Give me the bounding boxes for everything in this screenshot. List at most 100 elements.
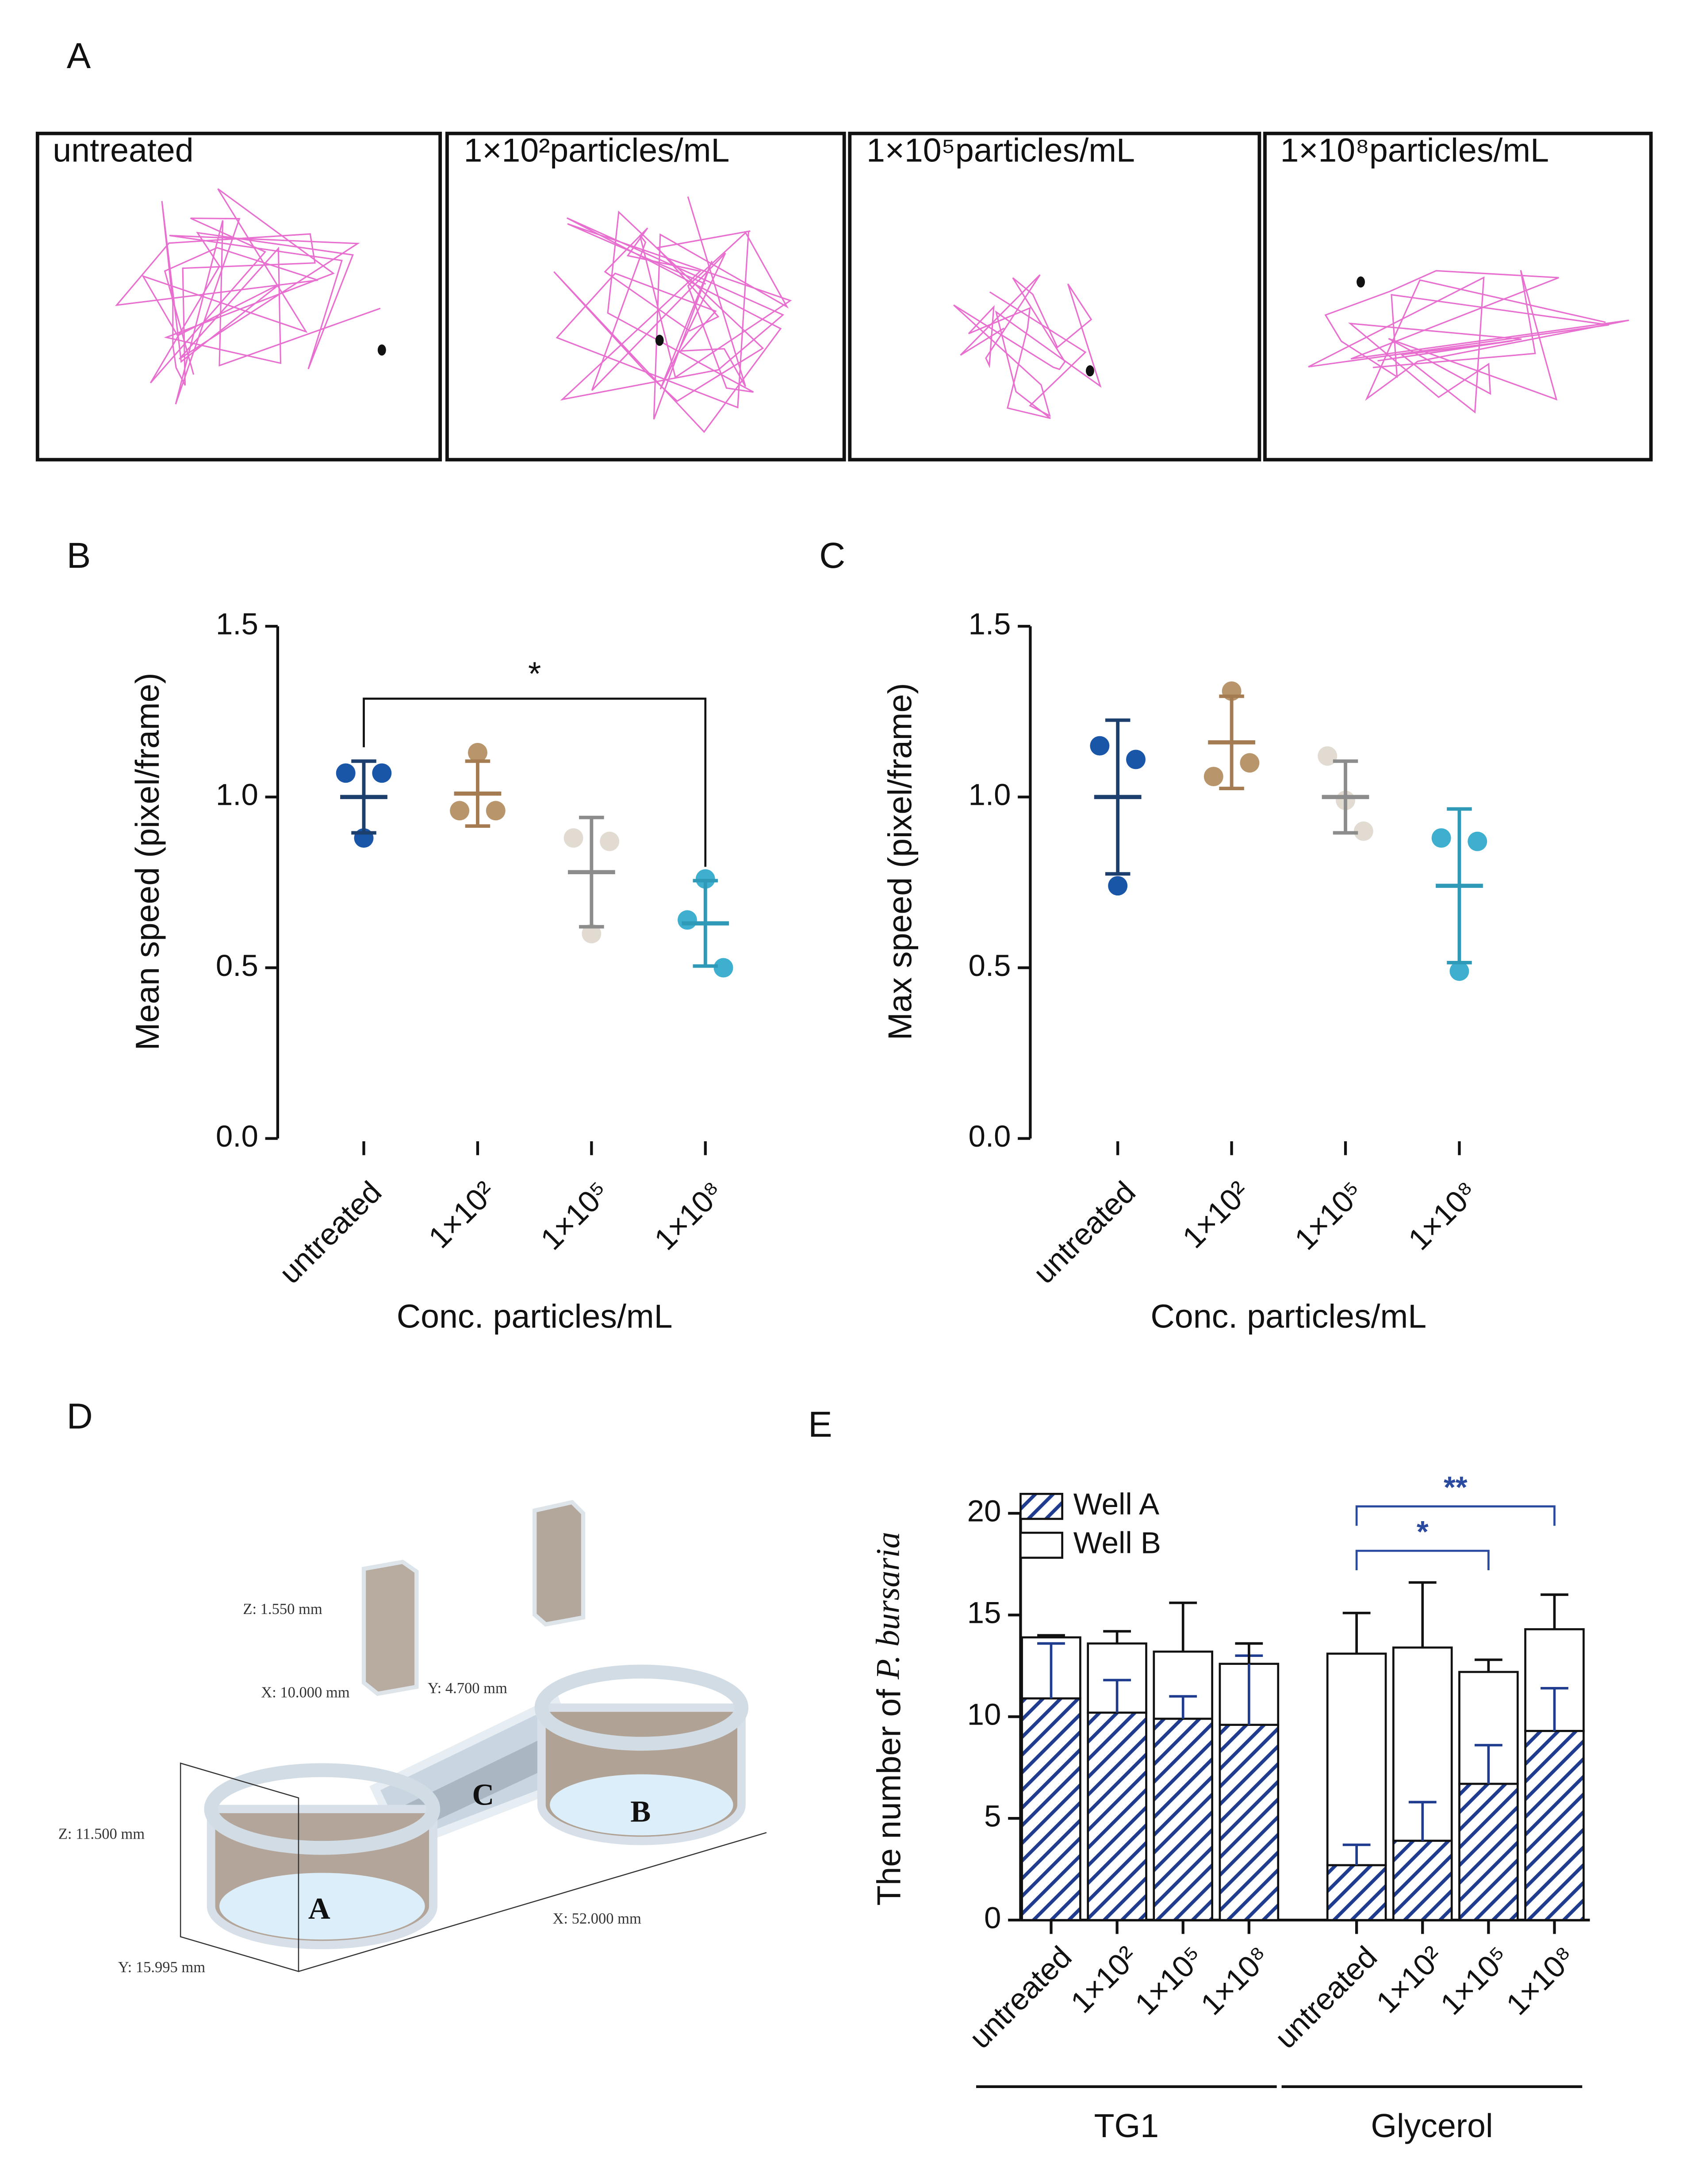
- y-tick-label: 0.5: [968, 948, 1011, 983]
- data-point: [1203, 767, 1223, 787]
- significance-bracket: [363, 697, 707, 867]
- dimension-label: Z: 11.500 mm: [58, 1826, 145, 1843]
- channel-inner: [405, 1735, 559, 1830]
- data-point: [1090, 736, 1110, 756]
- bar-segment: [1392, 1840, 1453, 1921]
- data-point: [372, 763, 392, 783]
- well-label: B: [630, 1794, 651, 1828]
- bar-segment: [1153, 1717, 1214, 1921]
- well-floor: [550, 1774, 733, 1836]
- legend-swatch: [1019, 1492, 1063, 1520]
- x-tick-label: 1×10²: [1369, 1939, 1449, 2020]
- bar-segment: [1326, 1652, 1387, 1867]
- panel-label: C: [819, 535, 845, 576]
- group-label: TG1: [1094, 2107, 1159, 2144]
- x-tick-label: 1×10⁸: [1402, 1174, 1484, 1257]
- well-rim: [534, 1664, 749, 1751]
- data-point: [600, 831, 620, 851]
- data-point: [486, 801, 506, 821]
- data-point: [1353, 821, 1373, 841]
- x-tick-label: untreated: [1027, 1174, 1142, 1290]
- track: [115, 188, 381, 405]
- pillar: [361, 1560, 419, 1696]
- y-axis-label-species: P. bursaria: [870, 1532, 907, 1680]
- dimension-label: X: 52.000 mm: [552, 1910, 641, 1927]
- y-tick-label: 1.0: [968, 777, 1011, 812]
- dimension-label: Y: 15.995 mm: [118, 1959, 205, 1976]
- data-point: [563, 828, 583, 848]
- data-point: [1108, 876, 1128, 896]
- track-box: [848, 131, 1261, 462]
- track: [553, 196, 792, 433]
- legend-label: Well A: [1073, 1487, 1159, 1521]
- data-point: [336, 763, 356, 783]
- bar-segment: [1458, 1782, 1519, 1921]
- track-label: untreated: [53, 132, 193, 169]
- y-tick-label: 1.0: [216, 777, 258, 812]
- x-tick-label: 1×10²: [1176, 1174, 1256, 1255]
- track-panels: untreated 1×10²particles/mL 1×10⁵particl…: [35, 131, 1653, 462]
- y-tick-label: 10: [967, 1697, 1001, 1731]
- y-tick-label: 0.5: [216, 948, 258, 983]
- legend-swatch: [1019, 1531, 1063, 1559]
- x-axis-label: Conc. particles/mL: [1150, 1298, 1426, 1335]
- x-tick-label: untreated: [272, 1174, 388, 1290]
- data-point: [1449, 961, 1469, 981]
- x-tick-label: 1×10⁵: [1128, 1939, 1210, 2021]
- x-tick-label: 1×10⁵: [1433, 1939, 1515, 2021]
- cell: [1085, 365, 1094, 377]
- y-tick-label: 5: [984, 1798, 1001, 1833]
- group-label: Glycerol: [1371, 2107, 1493, 2144]
- significance-label: **: [1444, 1470, 1468, 1504]
- x-tick-label: 1×10⁸: [1499, 1939, 1582, 2022]
- bar-segment: [1326, 1864, 1387, 1921]
- panel-label: D: [67, 1396, 93, 1436]
- panel-label: A: [67, 36, 91, 76]
- dimension-label: Z: 1.550 mm: [243, 1601, 322, 1618]
- y-tick-label: 0: [984, 1900, 1001, 1935]
- data-point: [450, 801, 470, 821]
- y-tick-label: 0.0: [216, 1119, 258, 1153]
- x-tick-label: 1×10⁵: [534, 1174, 616, 1256]
- track-box: [445, 131, 846, 462]
- x-tick-label: 1×10²: [422, 1174, 502, 1255]
- dimension-label: Y: 4.700 mm: [428, 1680, 507, 1697]
- y-axis-label-text: The number of: [870, 1689, 907, 1906]
- cell: [377, 344, 386, 356]
- y-tick-label: 0.0: [968, 1119, 1011, 1153]
- well-floor: [219, 1873, 425, 1940]
- data-point: [1468, 831, 1487, 851]
- track: [953, 274, 1102, 419]
- x-tick-label: 1×10⁵: [1288, 1174, 1370, 1256]
- bar-segment: [1524, 1730, 1585, 1921]
- x-tick-label: 1×10²: [1064, 1939, 1144, 2020]
- y-axis-label: Mean speed (pixel/frame): [129, 673, 166, 1050]
- chamber-diagram: Z: 1.550 mm X: 10.000 mm Y: 4.700 mm Z: …: [58, 1500, 767, 1976]
- x-tick-label: 1×10⁸: [1194, 1939, 1276, 2022]
- data-point: [1431, 828, 1451, 848]
- data-point: [678, 910, 697, 930]
- y-tick-label: 1.5: [968, 607, 1011, 641]
- y-tick-label: 1.5: [216, 607, 258, 641]
- dimension-label: X: 10.000 mm: [261, 1684, 350, 1701]
- significance-label: *: [1417, 1515, 1429, 1549]
- data-point: [468, 743, 487, 762]
- data-point: [1318, 746, 1338, 766]
- track-label: 1×10⁵particles/mL: [866, 132, 1135, 169]
- y-tick-label: 15: [967, 1595, 1001, 1629]
- legend-label: Well B: [1073, 1526, 1161, 1560]
- bounding-box: [180, 1762, 767, 1972]
- well-rim: [204, 1763, 441, 1855]
- track-box: [1263, 131, 1653, 462]
- panel-label: E: [808, 1404, 832, 1445]
- data-point: [713, 958, 733, 978]
- significance-bracket: [1355, 1505, 1556, 1526]
- well-label: C: [472, 1778, 494, 1812]
- data-point: [582, 924, 602, 944]
- track: [1308, 270, 1629, 414]
- well-label: A: [308, 1891, 330, 1925]
- panel-label: B: [67, 535, 91, 576]
- significance-bracket: [1355, 1549, 1490, 1571]
- y-axis-label: The number of P. bursaria: [870, 1532, 908, 1905]
